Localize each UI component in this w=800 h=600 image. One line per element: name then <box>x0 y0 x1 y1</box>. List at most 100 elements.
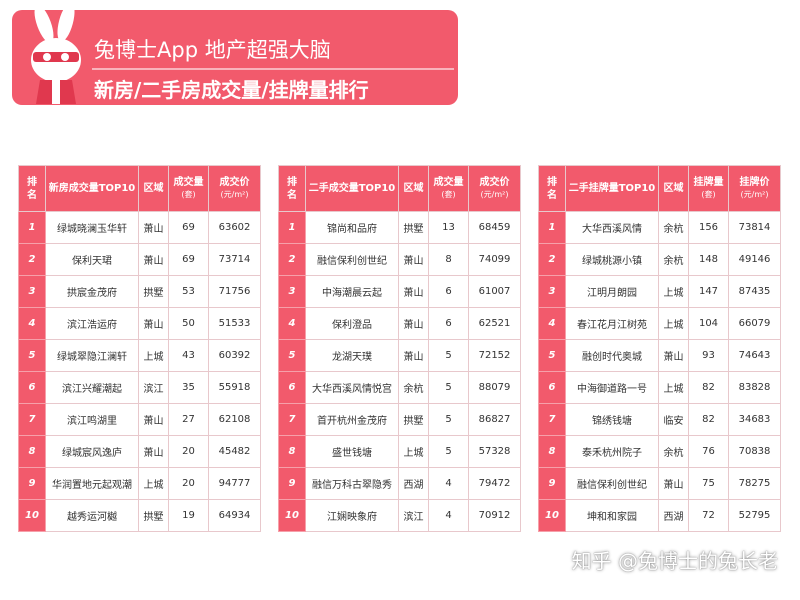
data-cell: 93 <box>688 339 729 372</box>
data-cell: 拱墅 <box>398 403 429 436</box>
rank-cell: 2 <box>538 243 566 276</box>
rank-cell: 8 <box>278 435 306 468</box>
data-cell: 中海御道路一号 <box>565 371 659 404</box>
data-cell: 79472 <box>468 467 521 500</box>
data-cell: 86827 <box>468 403 521 436</box>
data-cell: 55918 <box>208 371 261 404</box>
header-cell: 排名 <box>278 165 306 212</box>
data-cell: 76 <box>688 435 729 468</box>
data-cell: 72 <box>688 499 729 532</box>
rank-cell: 6 <box>278 371 306 404</box>
header-text: 区域 <box>663 182 684 194</box>
data-cell: 坤和和家园 <box>565 499 659 532</box>
rank-cell: 3 <box>538 275 566 308</box>
data-cell: 66079 <box>728 307 781 340</box>
banner: 兔博士App 地产超强大脑 新房/二手房成交量/挂牌量排行 <box>12 10 458 105</box>
data-cell: 53 <box>168 275 209 308</box>
data-cell: 34683 <box>728 403 781 436</box>
data-cell: 锦尚和品府 <box>305 211 399 244</box>
data-cell: 中海潮晨云起 <box>305 275 399 308</box>
header-text: 成交量 <box>173 176 204 188</box>
data-cell: 绿城晓澜玉华轩 <box>45 211 139 244</box>
rank-cell: 3 <box>18 275 46 308</box>
data-row: 9 融信保利创世纪 萧山 75 78275 <box>538 467 781 500</box>
data-row: 9 华润置地元起观潮 上城 20 94777 <box>18 467 261 500</box>
rank-cell: 1 <box>278 211 306 244</box>
header-text: 挂牌价 <box>739 176 770 188</box>
header-text: 二手挂牌量TOP10 <box>568 182 656 194</box>
data-row: 8 盛世钱塘 上城 5 57328 <box>278 435 521 468</box>
data-row: 3 中海潮晨云起 萧山 6 61007 <box>278 275 521 308</box>
data-cell: 融信保利创世纪 <box>565 467 659 500</box>
data-cell: 62108 <box>208 403 261 436</box>
header-cell: 区域 <box>138 165 169 212</box>
rank-cell: 9 <box>538 467 566 500</box>
data-row: 6 大华西溪风情悦宫 余杭 5 88079 <box>278 371 521 404</box>
rank-cell: 6 <box>538 371 566 404</box>
data-row: 3 江明月朗园 上城 147 87435 <box>538 275 781 308</box>
data-cell: 余杭 <box>658 435 689 468</box>
data-cell: 70912 <box>468 499 521 532</box>
ranking-table: 排名 新房成交量TOP10 区域 成交量 (套) 成交价 (元/m²) 1 绿城晓澜玉华轩 萧山 6… <box>18 165 261 532</box>
data-cell: 45482 <box>208 435 261 468</box>
data-row: 4 保利澄品 萧山 6 62521 <box>278 307 521 340</box>
rank-cell: 10 <box>538 499 566 532</box>
header-cell: 成交价 (元/m²) <box>468 165 521 212</box>
data-cell: 融信保利创世纪 <box>305 243 399 276</box>
header-cell: 挂牌量 (套) <box>688 165 729 212</box>
header-cell: 排名 <box>18 165 46 212</box>
data-row: 7 滨江鸣湖里 萧山 27 62108 <box>18 403 261 436</box>
data-cell: 49146 <box>728 243 781 276</box>
data-cell: 52795 <box>728 499 781 532</box>
data-cell: 拱宸金茂府 <box>45 275 139 308</box>
data-cell: 20 <box>168 467 209 500</box>
data-cell: 104 <box>688 307 729 340</box>
data-cell: 50 <box>168 307 209 340</box>
data-cell: 首开杭州金茂府 <box>305 403 399 436</box>
data-cell: 萧山 <box>658 339 689 372</box>
data-cell: 75 <box>688 467 729 500</box>
rank-cell: 8 <box>538 435 566 468</box>
rank-cell: 8 <box>18 435 46 468</box>
data-row: 5 融创时代奥城 萧山 93 74643 <box>538 339 781 372</box>
rank-cell: 5 <box>278 339 306 372</box>
data-row: 9 融信万科古翠隐秀 西湖 4 79472 <box>278 467 521 500</box>
data-cell: 19 <box>168 499 209 532</box>
data-cell: 88079 <box>468 371 521 404</box>
data-row: 7 首开杭州金茂府 拱墅 5 86827 <box>278 403 521 436</box>
header-cell: 挂牌价 (元/m²) <box>728 165 781 212</box>
data-cell: 71756 <box>208 275 261 308</box>
data-cell: 西湖 <box>398 467 429 500</box>
data-cell: 5 <box>428 339 469 372</box>
data-row: 10 江娴映象府 滨江 4 70912 <box>278 499 521 532</box>
header-unit: (元/m²) <box>480 189 509 199</box>
data-cell: 63602 <box>208 211 261 244</box>
data-row: 4 春江花月江树苑 上城 104 66079 <box>538 307 781 340</box>
header-unit: (套) <box>181 189 196 199</box>
rank-cell: 4 <box>18 307 46 340</box>
data-cell: 43 <box>168 339 209 372</box>
data-cell: 73814 <box>728 211 781 244</box>
rank-cell: 7 <box>538 403 566 436</box>
rank-cell: 7 <box>278 403 306 436</box>
data-row: 10 坤和和家园 西湖 72 52795 <box>538 499 781 532</box>
data-cell: 78275 <box>728 467 781 500</box>
header-cell: 二手挂牌量TOP10 <box>565 165 659 212</box>
data-cell: 5 <box>428 371 469 404</box>
data-cell: 27 <box>168 403 209 436</box>
data-row: 7 锦绣钱塘 临安 82 34683 <box>538 403 781 436</box>
data-cell: 拱墅 <box>398 211 429 244</box>
rank-cell: 1 <box>538 211 566 244</box>
data-cell: 156 <box>688 211 729 244</box>
header-cell: 区域 <box>658 165 689 212</box>
data-cell: 148 <box>688 243 729 276</box>
data-row: 2 绿城桃源小镇 余杭 148 49146 <box>538 243 781 276</box>
data-cell: 51533 <box>208 307 261 340</box>
data-cell: 滨江 <box>398 499 429 532</box>
rank-cell: 10 <box>18 499 46 532</box>
data-row: 8 绿城宸风逸庐 萧山 20 45482 <box>18 435 261 468</box>
data-cell: 6 <box>428 275 469 308</box>
data-cell: 上城 <box>658 275 689 308</box>
data-cell: 上城 <box>658 371 689 404</box>
